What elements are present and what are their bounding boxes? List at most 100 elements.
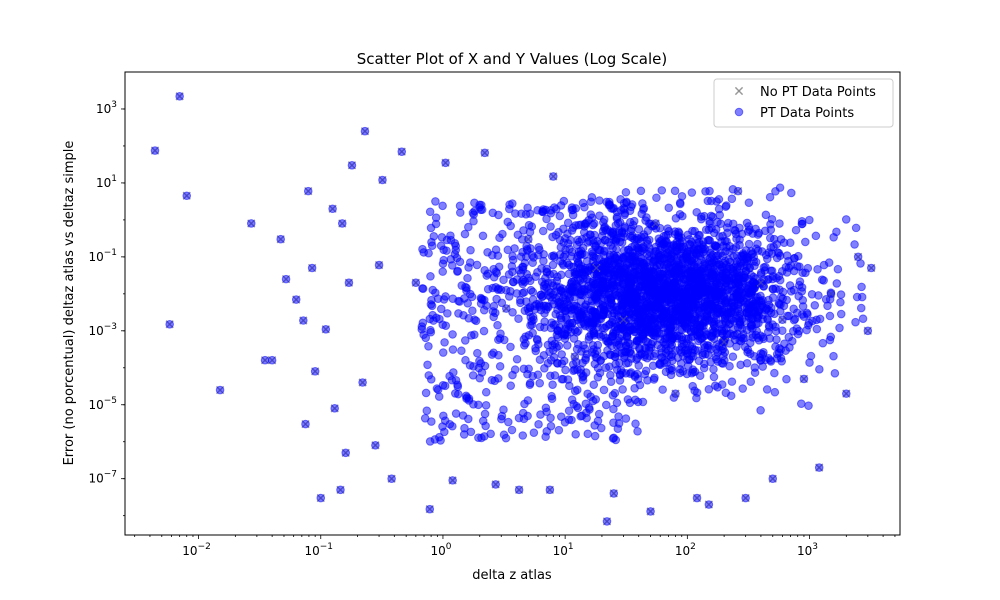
cloud-point xyxy=(746,314,756,324)
cloud-point xyxy=(626,368,636,377)
cloud-point xyxy=(605,362,614,371)
legend-label: No PT Data Points xyxy=(760,85,876,100)
cloud-point xyxy=(686,327,696,337)
cloud-point xyxy=(764,295,773,305)
cloud-point xyxy=(633,426,642,436)
cloud-point xyxy=(504,292,514,301)
cloud-point xyxy=(479,326,489,336)
cloud-point xyxy=(793,329,803,339)
data-point-o xyxy=(853,252,863,262)
cloud-point xyxy=(756,298,766,307)
legend-label: PT Data Points xyxy=(760,106,854,121)
cloud-point xyxy=(556,412,566,421)
cloud-point xyxy=(740,342,750,352)
cloud-point xyxy=(721,388,731,398)
cloud-point xyxy=(452,253,462,263)
cloud-point xyxy=(420,413,430,423)
cloud-point xyxy=(496,285,506,295)
cloud-point xyxy=(796,399,806,408)
cloud-point xyxy=(561,365,570,375)
data-point-o xyxy=(719,337,729,347)
cloud-point xyxy=(794,291,803,301)
cloud-point xyxy=(559,260,568,270)
x-tick-label: 102 xyxy=(675,542,696,558)
cloud-point xyxy=(426,325,435,335)
cloud-point xyxy=(571,269,581,279)
cloud-point xyxy=(480,266,489,275)
cloud-point xyxy=(694,238,704,247)
cloud-point xyxy=(561,322,571,332)
cloud-point xyxy=(542,283,551,292)
cloud-point xyxy=(801,237,810,247)
cloud-point xyxy=(567,252,576,261)
data-point-o xyxy=(441,158,450,168)
cloud-point xyxy=(743,255,752,264)
cloud-point xyxy=(695,324,705,333)
cloud-point xyxy=(593,245,603,255)
cloud-point xyxy=(475,373,485,383)
cloud-point xyxy=(836,297,845,307)
x-axis: 10−2 10−1 100 101 102 103 xyxy=(134,535,896,558)
cloud-point xyxy=(653,254,663,264)
cloud-point xyxy=(443,309,452,318)
cloud-point xyxy=(498,229,507,239)
cloud-point xyxy=(442,235,452,245)
cloud-point xyxy=(583,429,593,439)
cloud-point xyxy=(775,219,784,228)
cloud-point xyxy=(599,218,608,227)
cloud-point xyxy=(748,333,757,342)
cloud-point xyxy=(441,292,450,301)
data-point-o xyxy=(799,374,809,384)
cloud-point xyxy=(531,343,540,353)
cloud-point xyxy=(761,210,771,220)
cloud-point xyxy=(639,285,649,295)
cloud-point xyxy=(593,237,602,246)
cloud-point xyxy=(594,409,604,419)
cloud-point xyxy=(601,400,611,410)
cloud-point xyxy=(507,262,517,271)
cloud-point xyxy=(579,318,588,327)
cloud-point xyxy=(584,215,593,225)
cloud-point xyxy=(512,354,522,364)
cloud-point xyxy=(727,377,737,386)
cloud-point xyxy=(615,370,625,379)
cloud-point xyxy=(467,331,476,340)
cloud-point xyxy=(499,275,508,285)
cloud-point xyxy=(510,244,519,253)
cloud-point xyxy=(469,400,478,409)
cloud-point xyxy=(851,317,860,327)
cloud-point xyxy=(703,235,713,245)
data-point-o xyxy=(514,485,524,495)
cloud-point xyxy=(702,287,711,296)
cloud-point xyxy=(576,249,585,259)
cloud-point xyxy=(658,385,667,394)
cloud-point xyxy=(782,374,791,384)
cloud-point xyxy=(553,272,562,282)
cloud-point xyxy=(571,279,581,289)
cloud-point xyxy=(434,392,444,401)
cloud-point xyxy=(564,406,574,416)
cloud-point xyxy=(546,222,555,231)
cloud-point xyxy=(707,332,716,342)
data-point-o xyxy=(341,448,351,458)
cloud-point xyxy=(486,429,495,439)
cloud-point xyxy=(810,300,820,310)
cloud-point xyxy=(571,301,581,310)
cloud-point xyxy=(721,202,731,211)
cloud-point xyxy=(608,244,617,253)
cloud-point xyxy=(744,239,754,249)
cloud-point xyxy=(571,430,580,439)
cloud-point xyxy=(468,306,477,316)
cloud-point xyxy=(645,264,655,273)
cloud-point xyxy=(585,323,594,332)
cloud-point xyxy=(494,374,503,383)
cloud-point xyxy=(770,387,780,397)
data-point-o xyxy=(570,352,580,361)
data-point-o xyxy=(175,92,184,101)
cloud-point xyxy=(709,372,719,382)
cloud-point xyxy=(738,384,748,393)
legend-item: No PT Data Points xyxy=(734,85,876,100)
cloud-point xyxy=(606,350,615,360)
cloud-point xyxy=(518,431,528,440)
cloud-point xyxy=(723,285,733,294)
